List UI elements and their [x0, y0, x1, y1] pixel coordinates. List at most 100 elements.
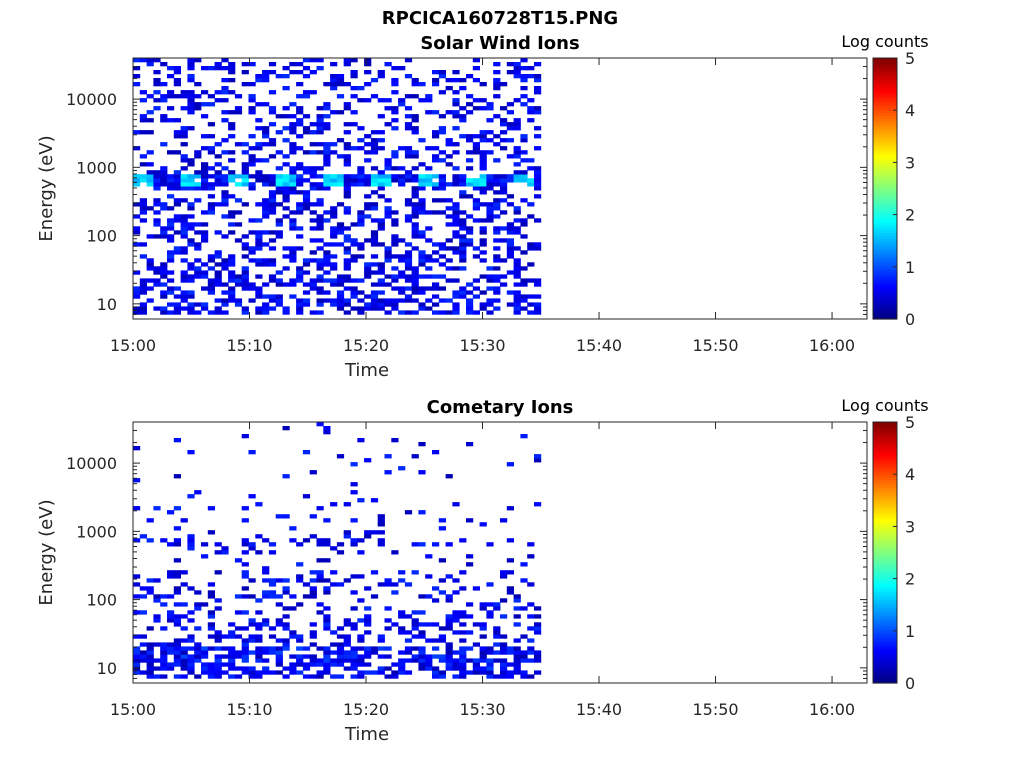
heatmap-cell [500, 670, 508, 675]
colorbar-segment [873, 78, 897, 83]
heatmap-cell [438, 246, 446, 251]
heatmap-cell [323, 614, 331, 619]
colorbar-segment [873, 58, 897, 62]
heatmap-cell [377, 74, 385, 79]
heatmap-cell [309, 90, 317, 95]
heatmap-cell [282, 306, 290, 311]
heatmap-cell [527, 106, 535, 111]
heatmap-cell [309, 642, 317, 647]
heatmap-cell [268, 258, 277, 263]
heatmap-cell [302, 206, 311, 211]
heatmap-cell [316, 106, 324, 111]
heatmap-cell [520, 606, 528, 611]
heatmap-cell [336, 582, 345, 587]
colorbar-segment [873, 94, 897, 98]
heatmap-cell [167, 646, 175, 651]
heatmap-cell [486, 674, 494, 679]
colorbar-segment [873, 502, 897, 507]
colorbar-segment [873, 523, 897, 527]
heatmap-cell [479, 98, 487, 103]
y-tick-label: 10 [97, 295, 117, 314]
heatmap-cell [513, 178, 521, 183]
heatmap-cell [180, 570, 188, 575]
heatmap-cell [370, 254, 379, 259]
heatmap-cell [520, 102, 528, 107]
heatmap-cell [418, 186, 426, 191]
colorbar-segment [873, 489, 897, 494]
heatmap-cell [180, 294, 188, 299]
heatmap-cell [493, 78, 501, 83]
heatmap-cell [289, 594, 297, 599]
heatmap-cell [506, 290, 514, 295]
heatmap-cell [228, 270, 236, 275]
heatmap-cell [370, 78, 379, 83]
heatmap-cell [534, 78, 542, 83]
heatmap-cell [493, 658, 501, 663]
heatmap-cell [500, 646, 508, 651]
colorbar-segment [873, 251, 897, 255]
colorbar-segment [873, 313, 897, 317]
heatmap-cell [289, 606, 297, 611]
colorbar-segment [873, 287, 897, 291]
colorbar-segment [873, 495, 897, 499]
heatmap-cell [377, 222, 385, 227]
colorbar-segment [873, 531, 897, 535]
heatmap-cell [370, 146, 379, 151]
heatmap-cell [139, 130, 147, 135]
heatmap-cell [255, 670, 263, 675]
heatmap-cell [438, 658, 446, 663]
heatmap-cell [472, 106, 480, 111]
heatmap-cell [506, 126, 514, 131]
heatmap-cell [343, 162, 351, 167]
heatmap-cell [309, 634, 317, 639]
heatmap-cell [241, 538, 249, 543]
heatmap-cell [167, 270, 175, 275]
heatmap-cell [194, 106, 202, 111]
heatmap-cell [486, 610, 494, 615]
heatmap-cell [262, 670, 270, 675]
heatmap-cell [289, 170, 297, 175]
colorbar-segment [873, 214, 897, 218]
heatmap-cell [173, 310, 181, 315]
heatmap-cell [194, 186, 202, 191]
heatmap-cell [241, 306, 249, 311]
heatmap-cell [459, 254, 467, 259]
heatmap-cell [425, 306, 433, 311]
heatmap-cell [404, 202, 413, 207]
colorbar-segment [873, 432, 897, 436]
heatmap-cell [316, 570, 324, 575]
heatmap-cell [146, 650, 154, 655]
heatmap-cell [384, 310, 392, 315]
heatmap-cell [201, 66, 209, 71]
colorbar-tick-label: 4 [905, 465, 915, 484]
colorbar-segment [873, 612, 897, 616]
heatmap-cell [214, 298, 222, 303]
heatmap-cell [296, 574, 304, 579]
heatmap-cell [534, 626, 542, 631]
heatmap-cell [466, 614, 474, 619]
heatmap-cell [493, 606, 501, 611]
heatmap-cell [187, 494, 195, 499]
heatmap-cell [296, 82, 304, 87]
heatmap-cell [207, 102, 215, 107]
heatmap-cell [343, 530, 351, 535]
heatmap-cell [404, 274, 413, 279]
heatmap-cell [370, 238, 379, 243]
heatmap-cell [343, 58, 351, 63]
heatmap-cell [506, 226, 514, 231]
heatmap-cell [357, 166, 365, 171]
heatmap-cell [180, 90, 188, 95]
colorbar-segment [873, 264, 897, 268]
heatmap-cell [534, 246, 542, 251]
heatmap-cell [364, 294, 372, 299]
heatmap-cell [187, 242, 195, 247]
colorbar-segment [873, 217, 897, 221]
heatmap-cell [187, 278, 195, 283]
heatmap-cell [384, 578, 392, 583]
heatmap-cell [350, 574, 358, 579]
heatmap-cell [234, 610, 243, 615]
heatmap-cell [146, 130, 154, 135]
heatmap-cell [425, 266, 433, 271]
heatmap-cell [221, 98, 229, 103]
heatmap-cell [513, 306, 521, 311]
